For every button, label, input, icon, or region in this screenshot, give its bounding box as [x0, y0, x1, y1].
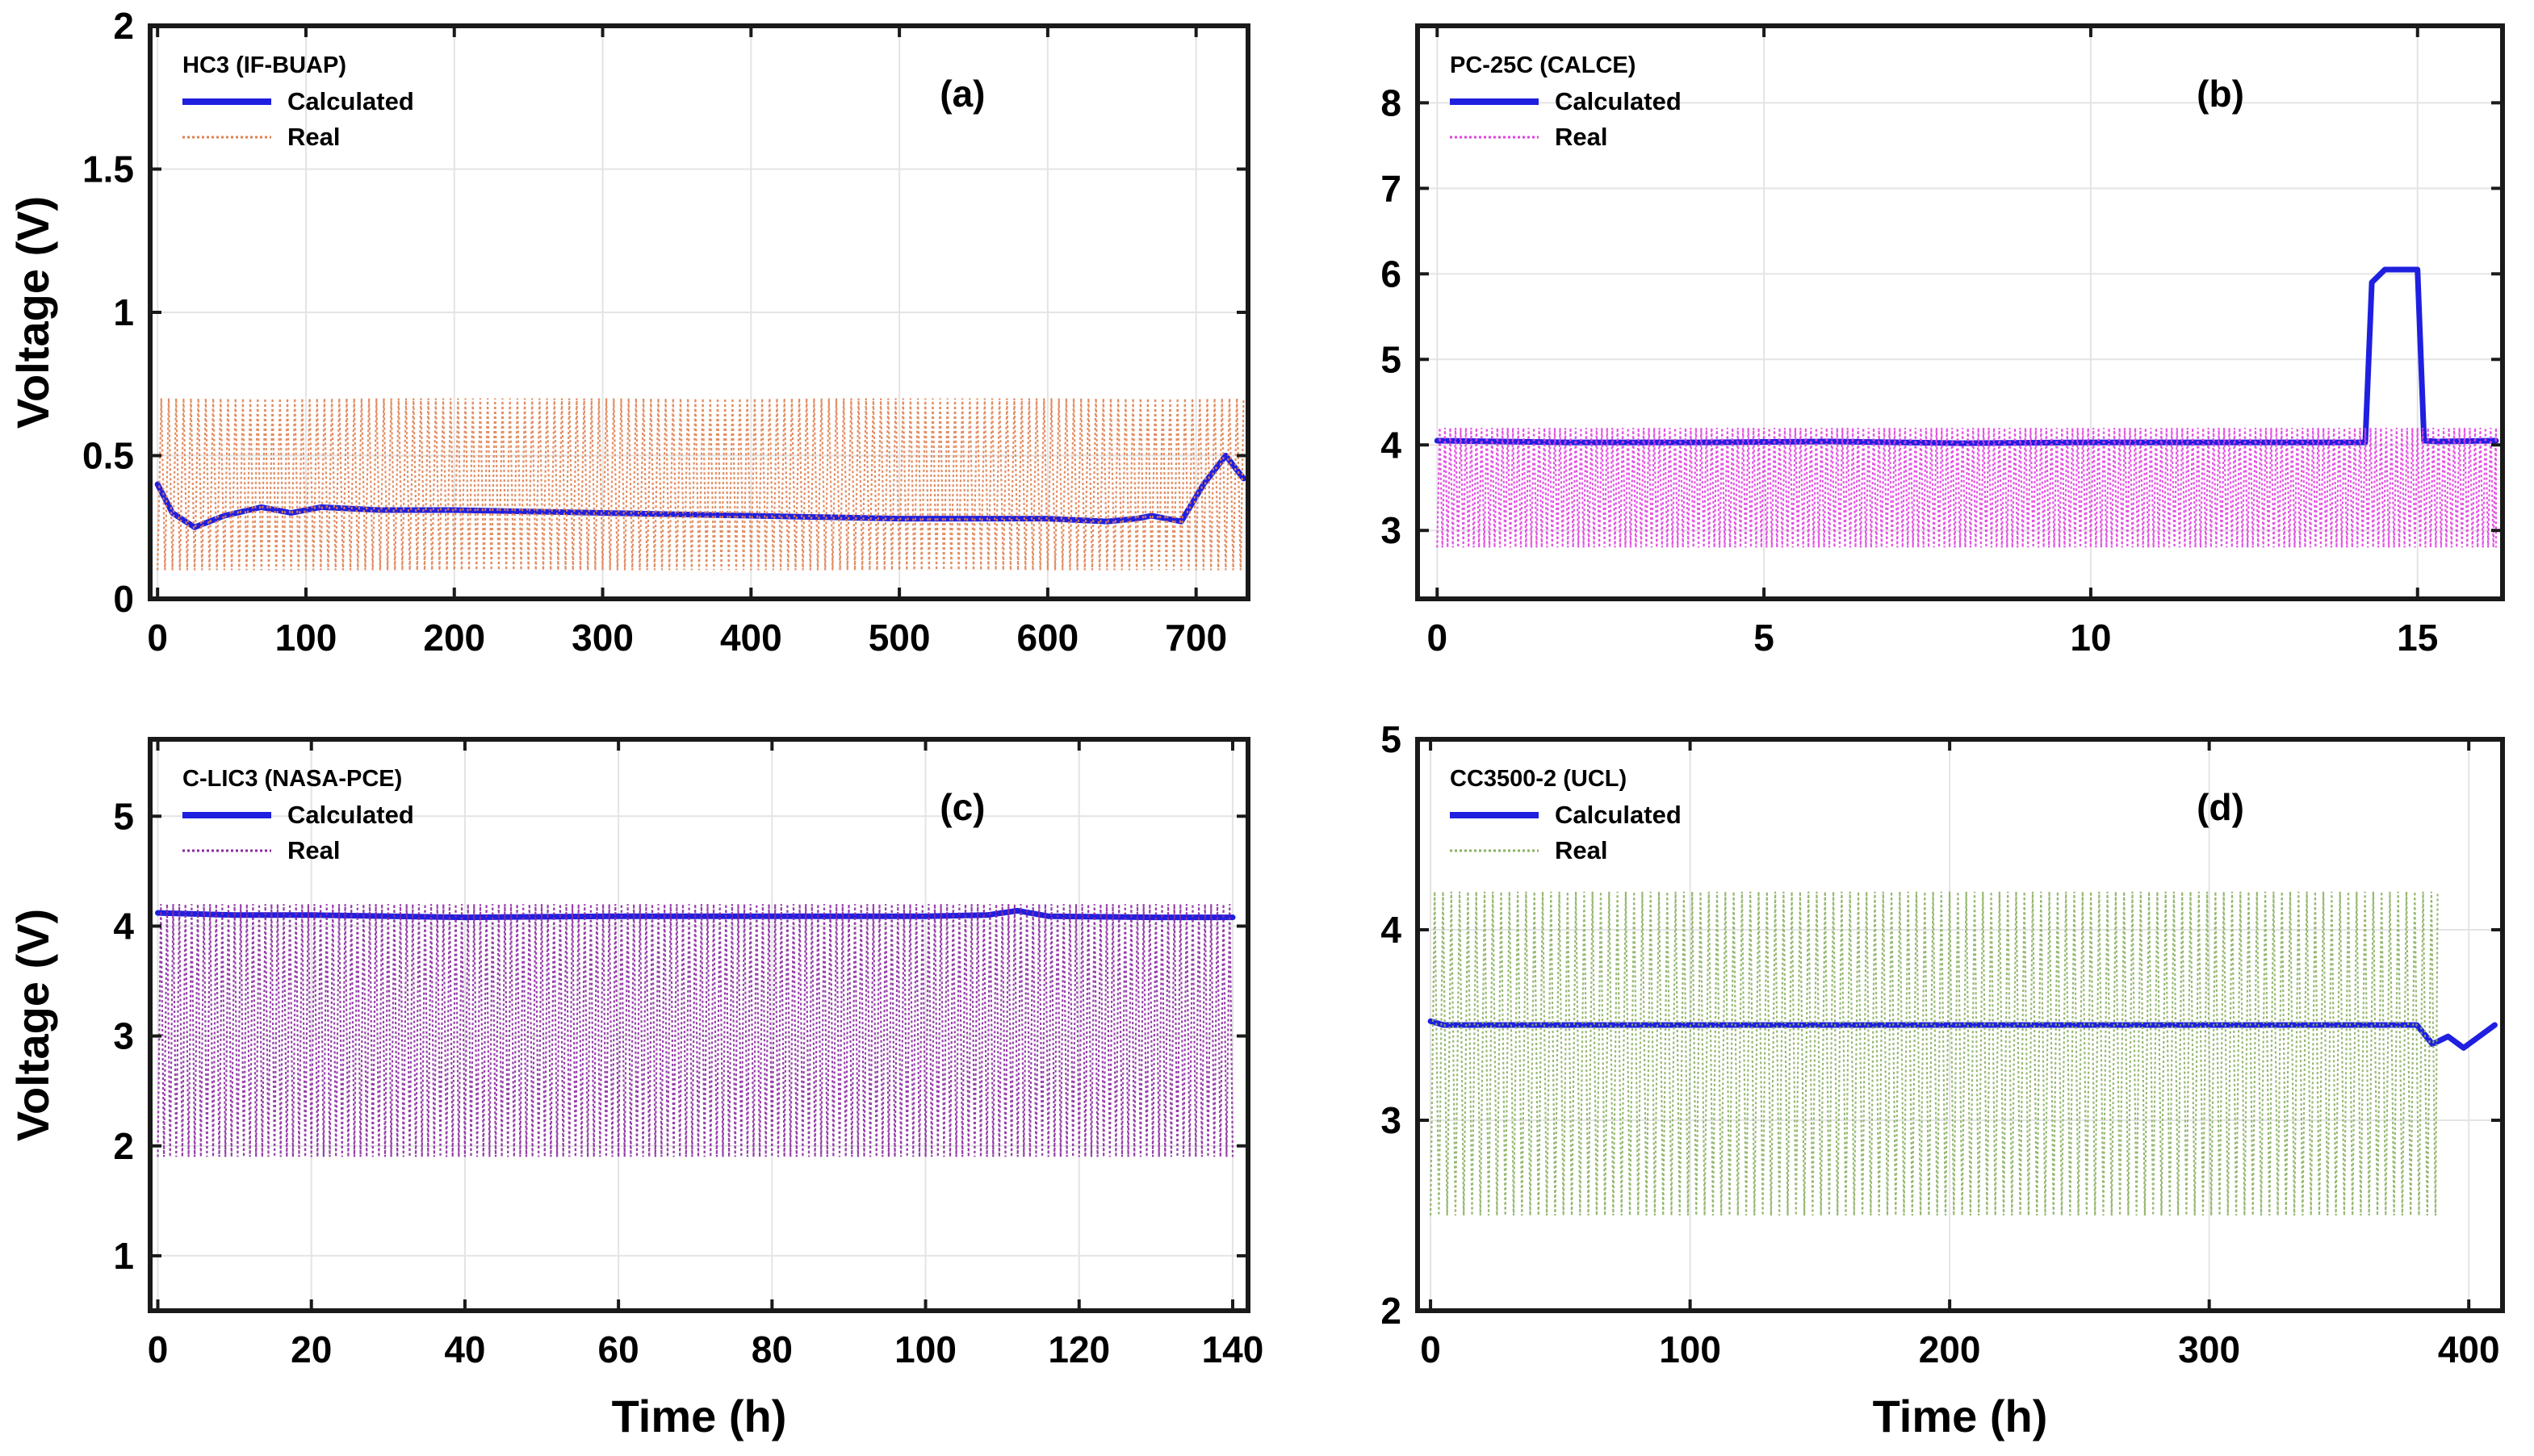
x-tick-label: 300: [572, 617, 634, 659]
legend-label-calculated: Calculated: [1555, 801, 1682, 829]
x-tick-label: 0: [1426, 617, 1447, 659]
series-real-line: [157, 904, 1234, 1157]
x-tick-label: 40: [444, 1328, 485, 1370]
y-tick-label: 2: [113, 1125, 134, 1167]
x-tick-label: 0: [1420, 1328, 1441, 1370]
x-tick-label: 300: [2178, 1328, 2240, 1370]
panel-title: HC3 (IF-BUAP): [182, 52, 346, 78]
series-calculated-line: [154, 453, 1246, 530]
y-tick-label: 3: [1380, 509, 1401, 551]
legend-label-calculated: Calculated: [287, 801, 414, 829]
x-tick-label: 140: [1202, 1328, 1264, 1370]
y-tick-label: 1: [113, 291, 134, 333]
x-tick-label: 200: [1919, 1328, 1981, 1370]
x-tick-label: 400: [720, 617, 782, 659]
y-tick-label: 2: [1380, 1290, 1401, 1332]
x-tick-label: 100: [1659, 1328, 1721, 1370]
x-axis-label: Time (h): [1873, 1391, 2048, 1441]
panel-label: (a): [940, 73, 985, 115]
legend-label-real: Real: [287, 836, 340, 864]
x-tick-label: 100: [894, 1328, 957, 1370]
series-real-line: [1436, 428, 2497, 548]
x-tick-label: 0: [148, 1328, 169, 1370]
x-axis-label: Time (h): [612, 1391, 787, 1441]
x-tick-label: 120: [1048, 1328, 1110, 1370]
y-tick-label: 6: [1380, 253, 1401, 295]
panel-d: 0 100 200 300 400 2 3 4 5 Time (h) CC3500-2 (UCL) C…: [1380, 718, 2505, 1441]
x-tick-label: 400: [2438, 1328, 2500, 1370]
x-tick-label: 10: [2070, 617, 2111, 659]
legend-label-real: Real: [1555, 123, 1607, 151]
x-tick-label: 15: [2397, 617, 2438, 659]
y-tick-label: 5: [1380, 718, 1401, 760]
panel-label: (b): [2197, 73, 2244, 115]
series-real-line: [1430, 891, 2439, 1216]
axes-frame: [148, 737, 1250, 1313]
x-tick-label: 500: [869, 617, 931, 659]
x-tick-label: 700: [1165, 617, 1227, 659]
data-area: [154, 398, 1246, 571]
y-tick-label: 0: [113, 578, 134, 620]
y-tick-label: 1: [113, 1235, 134, 1277]
legend-label-calculated: Calculated: [1555, 87, 1682, 115]
y-axis-label: Voltage (V): [7, 196, 58, 429]
y-tick-label: 3: [1380, 1099, 1401, 1141]
y-tick-label: 4: [1380, 909, 1401, 951]
y-axis-label: Voltage (V): [7, 909, 58, 1141]
axes-frame: [1415, 737, 2505, 1313]
y-tick-label: 1.5: [82, 149, 134, 190]
legend-label-calculated: Calculated: [287, 87, 414, 115]
y-tick-label: 5: [113, 795, 134, 837]
x-tick-label: 20: [291, 1328, 332, 1370]
panel-label: (d): [2197, 786, 2244, 828]
y-tick-label: 4: [113, 905, 134, 947]
y-tick-label: 0.5: [82, 435, 134, 477]
x-tick-label: 200: [423, 617, 485, 659]
panel-label: (c): [940, 786, 985, 828]
panel-c: 0 20 40 60 80 100 120 140 1 2 3 4 5 Voltage (V) Time (…: [7, 737, 1264, 1441]
y-tick-label: 2: [113, 5, 134, 47]
y-tick-label: 5: [1380, 338, 1401, 380]
x-tick-label: 60: [598, 1328, 639, 1370]
x-tick-label: 0: [147, 617, 168, 659]
panel-a: 0 100 200 300 400 500 600 700 0 0.5 1 1.5 2 Voltage (…: [7, 5, 1250, 659]
data-area: [1427, 891, 2498, 1216]
axes-frame: [1415, 23, 2505, 601]
x-tick-label: 80: [752, 1328, 793, 1370]
y-tick-label: 4: [1380, 424, 1401, 466]
x-tick-label: 600: [1017, 617, 1079, 659]
x-tick-label: 5: [1753, 617, 1774, 659]
panel-title: PC-25C (CALCE): [1450, 52, 1636, 78]
y-tick-label: 7: [1380, 167, 1401, 209]
x-tick-label: 100: [275, 617, 337, 659]
panel-title: C-LIC3 (NASA-PCE): [182, 766, 402, 792]
y-tick-label: 3: [113, 1015, 134, 1057]
panel-title: CC3500-2 (UCL): [1450, 766, 1627, 792]
data-area: [1434, 266, 2499, 548]
y-tick-label: 8: [1380, 82, 1401, 123]
legend-label-real: Real: [1555, 836, 1607, 864]
series-calculated-line: [1434, 266, 2499, 446]
legend-label-real: Real: [287, 123, 340, 151]
panel-b: 0 5 10 15 3 4 5 6 7 8 PC-25C (CALCE) Calculated Real…: [1380, 23, 2505, 659]
data-area: [155, 904, 1236, 1157]
